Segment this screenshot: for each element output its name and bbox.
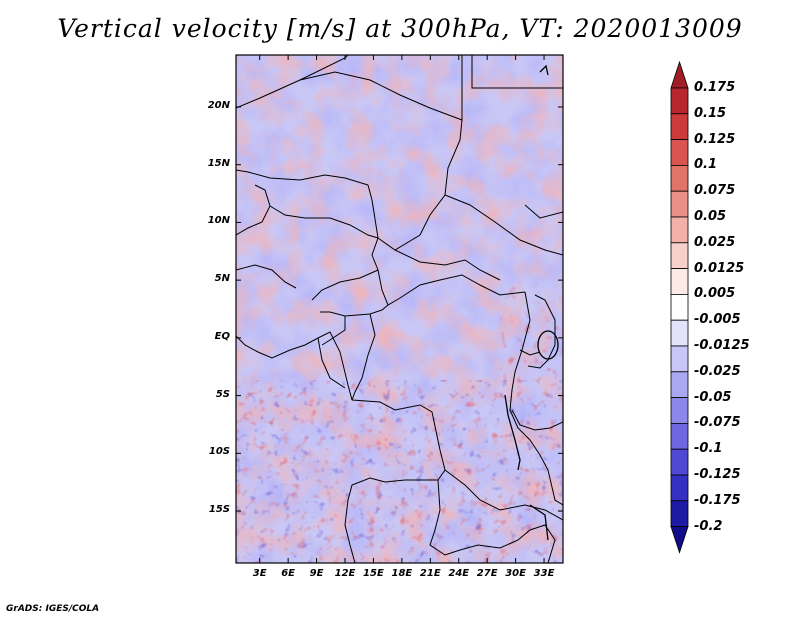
colorbar-swatch — [670, 242, 689, 270]
colorbar-swatch — [670, 371, 689, 398]
lakes-outline — [504, 64, 559, 541]
colorbar-label: 0.025 — [694, 234, 736, 250]
colorbar-swatch — [670, 268, 689, 295]
colorbar-label: -0.005 — [694, 312, 741, 328]
grads-credit: GrADS: IGES/COLA — [6, 604, 100, 614]
colorbar-swatch — [670, 164, 689, 192]
lon-tick-label: 12E — [334, 568, 356, 579]
colorbar-swatch — [670, 216, 689, 244]
colorbar-swatch — [670, 87, 689, 115]
colorbar-swatch — [670, 113, 689, 141]
colorbar-swatch — [670, 500, 689, 527]
colorbar-label: -0.2 — [694, 518, 723, 534]
lon-tick-label: 6E — [281, 568, 296, 579]
lon-tick-label: 24E — [448, 568, 470, 579]
colorbar-label: -0.0125 — [694, 338, 750, 353]
colorbar-label: 0.15 — [694, 105, 727, 121]
colorbar-swatch — [670, 422, 689, 450]
latitude-ticks — [236, 106, 563, 512]
colorbar-label: 0.075 — [694, 183, 736, 199]
lat-tick-label: 5N — [214, 273, 230, 285]
colorbar-label: -0.025 — [694, 363, 741, 379]
velocity-field — [236, 55, 563, 563]
colorbar-label: 0.1 — [694, 157, 718, 173]
chart-title: Vertical velocity [m/s] at 300hPa, VT: 2… — [57, 14, 743, 43]
colorbar-label: 0.0125 — [694, 260, 745, 276]
colorbar-swatch — [670, 474, 689, 502]
colorbar-swatch — [670, 293, 689, 321]
colorbar-swatch — [670, 448, 689, 476]
colorbar-label: 0.005 — [694, 286, 736, 302]
lat-tick-label: 20N — [207, 99, 230, 111]
colorbar-swatch — [670, 190, 689, 218]
colorbar-label: 0.175 — [694, 80, 736, 95]
lat-tick-label: 10S — [208, 446, 230, 458]
colorbar-label: 0.125 — [694, 131, 736, 147]
colorbar-label: -0.05 — [694, 389, 732, 405]
lon-tick-label: 30E — [505, 568, 526, 579]
lon-tick-label: 27E — [476, 568, 498, 579]
country-borders — [236, 55, 563, 563]
lon-tick-label: 18E — [391, 568, 413, 579]
lon-tick-label: 33E — [533, 568, 555, 579]
colorbar-label: 0.05 — [694, 209, 727, 224]
colorbar-swatch — [670, 526, 689, 554]
colorbar-swatch — [670, 345, 689, 373]
lon-tick-label: 9E — [309, 568, 324, 579]
longitude-ticks — [259, 55, 545, 563]
map-frame — [235, 54, 564, 564]
lat-tick-label: EQ — [214, 330, 230, 342]
colorbar-swatch — [670, 319, 689, 347]
lon-tick-label: 15E — [363, 568, 384, 579]
colorbar — [670, 60, 689, 554]
colorbar-label: -0.175 — [694, 492, 741, 508]
lon-tick-label: 21E — [419, 568, 441, 579]
colorbar-label: -0.1 — [694, 441, 723, 457]
lat-tick-label: 5S — [215, 388, 230, 400]
lat-tick-label: 15S — [208, 504, 230, 516]
lat-tick-label: 10N — [207, 215, 230, 227]
colorbar-label: -0.125 — [694, 467, 741, 482]
colorbar-swatch — [670, 60, 689, 89]
lon-tick-label: 3E — [252, 568, 267, 579]
colorbar-swatch — [670, 397, 689, 424]
colorbar-swatch — [670, 139, 689, 166]
lat-tick-label: 15N — [207, 157, 230, 169]
colorbar-label: -0.075 — [694, 415, 741, 431]
